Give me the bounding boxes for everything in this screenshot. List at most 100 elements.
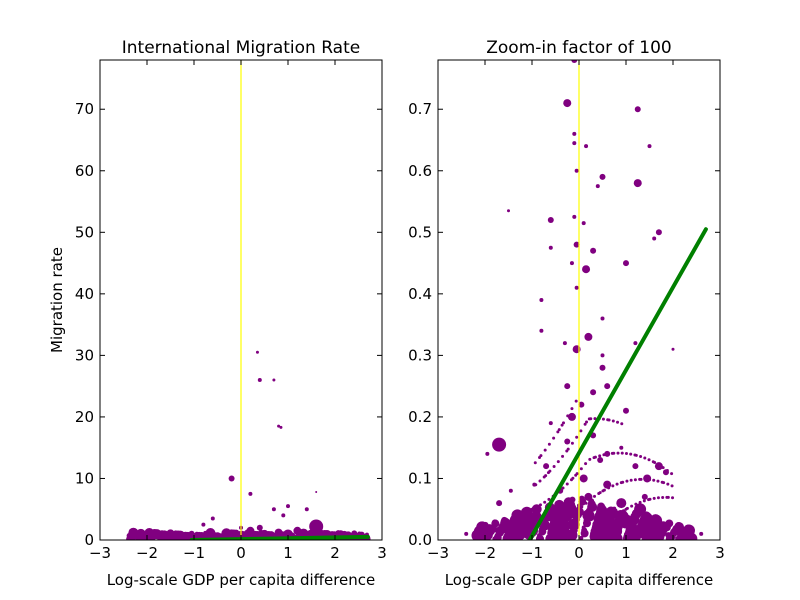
right-data-point (565, 529, 578, 540)
right-fit-line (527, 227, 708, 540)
right-data-point (593, 494, 597, 498)
right-data-point (623, 260, 629, 267)
right-data-point (547, 217, 554, 223)
right-data-point (508, 488, 513, 493)
right-data-point (573, 241, 580, 248)
right-data-point (599, 173, 606, 180)
right-data-point (584, 144, 589, 149)
right-data-point (639, 516, 648, 525)
right-data-point (677, 533, 684, 540)
right-data-point (638, 500, 642, 504)
right-data-point (572, 141, 577, 146)
right-data-point (605, 506, 616, 517)
right-data-point (629, 452, 633, 456)
right-data-point (539, 298, 544, 302)
right-data-point (538, 503, 542, 507)
right-data-point (507, 521, 516, 530)
right-data-point (578, 401, 585, 408)
right-data-point (539, 328, 544, 333)
right-data-point (598, 454, 602, 458)
right-data-point (579, 474, 588, 483)
right-data-point (657, 521, 670, 534)
right-data-point (570, 441, 574, 445)
right-data-point (641, 534, 650, 540)
right-data-point (643, 477, 647, 481)
right-data-point (566, 414, 570, 418)
right-data-point (624, 507, 628, 511)
right-data-point (661, 466, 665, 470)
left-y-tick-label: 20 (75, 408, 94, 426)
left-x-tick-label: 2 (330, 544, 340, 562)
right-data-point (497, 527, 502, 532)
left-chart-title: International Migration Rate (122, 38, 360, 58)
right-data-point (569, 261, 574, 266)
right-data-point (578, 495, 585, 502)
right-data-point (590, 528, 597, 535)
right-data-point (561, 486, 565, 490)
right-data-point (548, 525, 555, 532)
left-y-tick-label: 10 (75, 469, 94, 487)
right-data-point (556, 460, 560, 464)
right-data-point (538, 479, 542, 483)
right-data-point (623, 407, 629, 414)
right-x-tick-label: −2 (474, 544, 496, 562)
right-data-point (575, 435, 579, 439)
right-data-point (563, 497, 574, 508)
right-data-point (561, 421, 565, 425)
right-data-point (543, 500, 547, 504)
right-data-point (633, 478, 637, 482)
left-y-tick-label: 30 (75, 346, 94, 364)
right-data-point (537, 533, 542, 538)
right-data-point (614, 510, 627, 523)
right-y-tick-label: 0.1 (408, 469, 432, 487)
right-data-point (587, 417, 591, 421)
right-data-point (503, 532, 510, 539)
right-data-point (643, 456, 647, 460)
right-data-point (588, 457, 592, 461)
right-data-point (619, 445, 624, 450)
right-data-point (616, 420, 620, 424)
right-data-point (666, 536, 671, 540)
right-data-point (564, 438, 571, 445)
right-data-point (583, 422, 587, 426)
right-data-point (533, 506, 537, 510)
right-data-point (561, 507, 572, 518)
right-data-point (564, 383, 571, 390)
left-data-point (257, 378, 262, 382)
right-data-point (554, 499, 565, 510)
right-data-point (647, 458, 651, 462)
right-data-point (565, 449, 569, 453)
right-y-tick-label: 0.7 (408, 100, 432, 118)
right-x-axis-label: Log-scale GDP per capita difference (445, 571, 714, 589)
left-x-tick-label: −1 (183, 544, 205, 562)
right-data-point (641, 493, 648, 500)
left-x-tick-label: 3 (377, 544, 387, 562)
right-data-point (648, 478, 651, 482)
right-y-tick-label: 0.5 (408, 223, 432, 241)
right-data-point (579, 429, 583, 433)
right-data-point (492, 437, 507, 452)
right-data-point (579, 535, 584, 540)
right-data-point (584, 515, 589, 520)
right-data-point (567, 518, 580, 531)
right-data-point (671, 496, 675, 500)
right-data-point (597, 492, 601, 496)
right-data-point (670, 472, 674, 476)
right-data-point (699, 531, 704, 536)
right-data-point (652, 478, 656, 482)
right-data-point (491, 519, 498, 526)
left-panel: International Migration Rate Log-scale G… (48, 38, 387, 589)
right-data-point (584, 462, 588, 466)
right-data-point (620, 422, 624, 426)
right-data-point (538, 455, 542, 459)
right-data-point (496, 500, 503, 507)
right-data-point (630, 512, 637, 519)
right-x-tick-label: 0 (574, 544, 584, 562)
right-data-point (539, 525, 544, 530)
right-ticks: −3 −2 −1 0 1 2 3 0.0 0.1 0.2 0.3 0.4 0.5 0.6 0.7 (408, 60, 725, 562)
right-data-point (668, 532, 673, 537)
right-data-point (670, 484, 674, 488)
right-data-point (628, 519, 635, 526)
right-data-point (594, 511, 603, 520)
right-data-point (642, 499, 646, 503)
